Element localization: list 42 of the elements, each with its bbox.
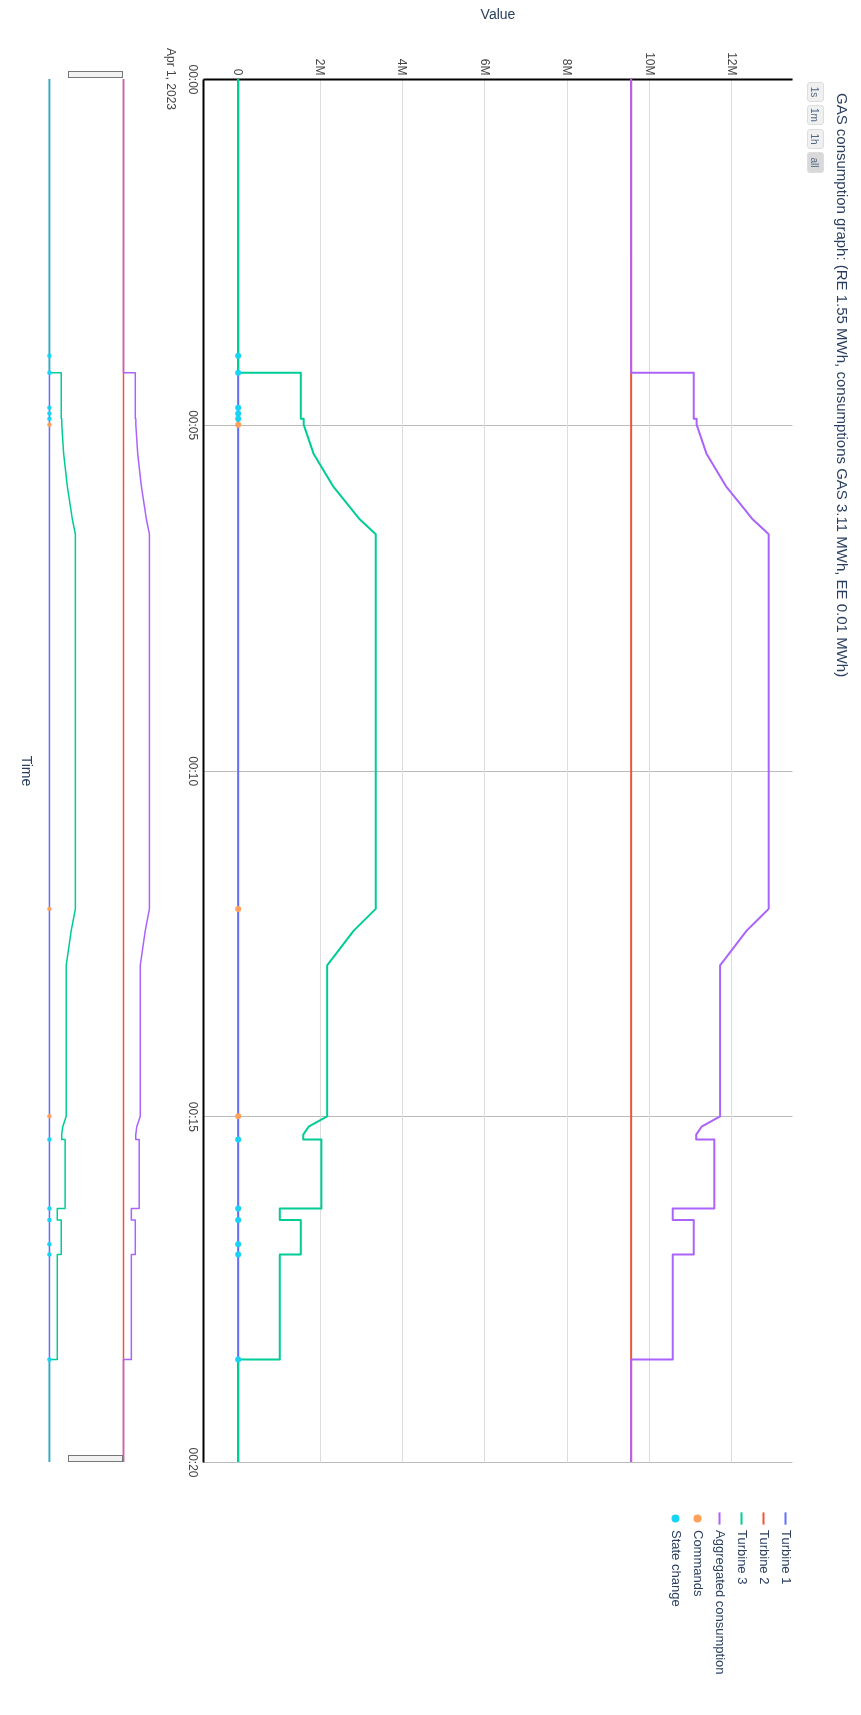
line-series	[630, 79, 770, 1462]
point	[235, 415, 242, 422]
point	[235, 1251, 242, 1258]
y-tick-label: 00:15	[185, 1101, 200, 1133]
text: Apr 1, 2023	[164, 47, 178, 111]
legend-label: Turbine 1	[778, 1530, 794, 1585]
y-tick-label: 00:00	[185, 64, 200, 95]
range-button: 1s	[807, 82, 824, 102]
point	[235, 1113, 242, 1120]
range-button: 1m	[807, 105, 824, 125]
range-button: 1h	[807, 129, 824, 149]
legend-label: State change	[668, 1530, 684, 1607]
x-tick-label: 4M	[395, 58, 410, 76]
legend-label: Turbine 3	[734, 1530, 750, 1585]
text: GAS consumption graph: (RE 1.55 MWh, consumptions GAS 3.11 MWh, EE 0.01 MWh)	[834, 93, 851, 678]
point	[235, 352, 242, 359]
range-button: all	[807, 152, 824, 173]
point	[235, 1217, 242, 1224]
point	[235, 1136, 242, 1143]
line-series	[237, 79, 377, 1462]
point	[235, 905, 242, 912]
point	[235, 410, 242, 417]
legend-label: Aggregated consumption	[712, 1530, 728, 1675]
x-tick-label: 6M	[477, 58, 492, 76]
point	[235, 1356, 242, 1363]
point	[235, 1205, 242, 1212]
y-tick-label: 00:10	[185, 756, 200, 787]
y-tick-label: 00:20	[185, 1447, 200, 1478]
legend-label: Turbine 2	[756, 1530, 772, 1585]
x-tick-label: 8M	[560, 58, 575, 76]
x-tick-label: 0	[230, 68, 245, 76]
y-tick-label: 00:05	[185, 410, 200, 441]
point	[235, 404, 242, 411]
x-tick-label: 12M	[724, 52, 739, 76]
text: Time	[18, 755, 35, 787]
point	[235, 1241, 242, 1248]
legend-label: Commands	[690, 1530, 706, 1597]
x-tick-label: 2M	[313, 58, 328, 76]
x-tick-label: 10M	[642, 52, 657, 76]
point	[235, 369, 242, 376]
x-axis-title: Value	[480, 6, 516, 23]
point	[235, 421, 242, 428]
